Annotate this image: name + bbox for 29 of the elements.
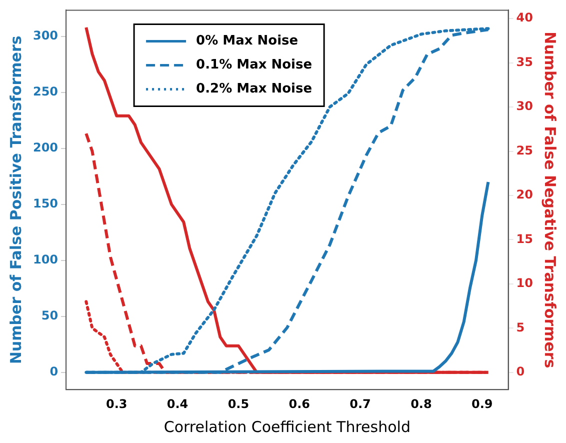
- legend-label: 0.1% Max Noise: [196, 58, 312, 73]
- legend-label: 0.2% Max Noise: [196, 82, 312, 97]
- y-tick-label: 100: [32, 252, 58, 266]
- x-axis-title: Correlation Coefficient Threshold: [164, 418, 410, 436]
- y2-tick-label: 25: [516, 143, 534, 158]
- x-tick-label: 0.4: [166, 396, 188, 411]
- y2-tick-label: 5: [516, 320, 525, 334]
- x-tick-label: 0.5: [228, 396, 250, 411]
- y-tick-label: 200: [32, 140, 58, 155]
- y2-axis-title: Number of False Negative Transformers: [541, 32, 560, 368]
- y-tick-label: 0: [50, 364, 58, 378]
- legend-label: 0% Max Noise: [196, 34, 298, 49]
- y2-tick-label: 15: [516, 232, 534, 246]
- y-tick-label: 300: [32, 28, 58, 43]
- y2-tick-label: 40: [516, 10, 534, 25]
- y-axis-title: Number of False Positive Transformers: [6, 36, 25, 364]
- x-tick-label: 0.8: [410, 396, 432, 411]
- y-tick-label: 250: [32, 84, 58, 99]
- x-tick-label: 0.6: [288, 396, 310, 411]
- x-tick-label: 0.3: [106, 396, 128, 411]
- x-tick-label: 0.7: [350, 396, 371, 411]
- x-tick-label: 0.9: [471, 396, 493, 411]
- y-tick-label: 150: [32, 196, 58, 211]
- y-tick-label: 50: [41, 308, 58, 322]
- y2-tick-label: 0: [516, 364, 525, 378]
- y2-tick-label: 20: [516, 188, 534, 202]
- y2-tick-label: 35: [516, 54, 534, 69]
- y2-tick-label: 10: [516, 276, 534, 290]
- y2-tick-label: 30: [516, 99, 534, 114]
